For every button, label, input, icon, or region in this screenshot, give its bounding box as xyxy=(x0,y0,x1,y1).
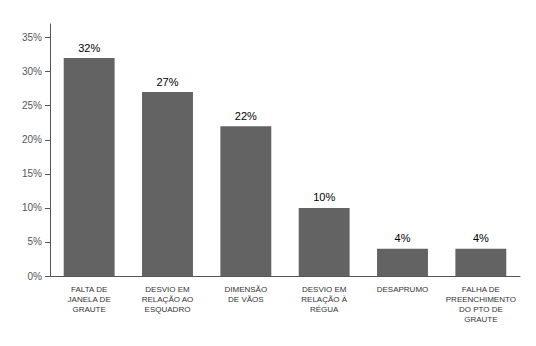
svg-text:27%: 27% xyxy=(156,76,178,88)
svg-text:32%: 32% xyxy=(78,42,100,54)
svg-text:DIMENSÃO: DIMENSÃO xyxy=(224,285,267,294)
svg-text:ESQUADRO: ESQUADRO xyxy=(145,305,191,314)
svg-text:DESVIO EM: DESVIO EM xyxy=(302,285,347,294)
svg-text:DE VÃOS: DE VÃOS xyxy=(228,295,264,304)
svg-text:35%: 35% xyxy=(22,32,42,43)
svg-text:30%: 30% xyxy=(22,66,42,77)
svg-text:4%: 4% xyxy=(395,232,411,244)
svg-text:DESVIO EM: DESVIO EM xyxy=(145,285,190,294)
svg-text:20%: 20% xyxy=(22,134,42,145)
svg-text:FALTA DE: FALTA DE xyxy=(71,285,107,294)
svg-text:RELAÇÃO À: RELAÇÃO À xyxy=(301,295,347,304)
svg-text:10%: 10% xyxy=(22,202,42,213)
svg-text:4%: 4% xyxy=(473,232,489,244)
svg-text:GRAUTE: GRAUTE xyxy=(72,305,105,314)
svg-text:DESAPRUMO: DESAPRUMO xyxy=(377,285,429,294)
svg-text:GRAUTE: GRAUTE xyxy=(464,315,497,324)
svg-text:DO PTO DE: DO PTO DE xyxy=(459,305,503,314)
svg-text:RÉGUA: RÉGUA xyxy=(310,305,339,314)
svg-text:RELAÇÃO AO: RELAÇÃO AO xyxy=(142,295,194,304)
svg-text:5%: 5% xyxy=(28,236,43,247)
svg-text:JANELA DE: JANELA DE xyxy=(68,295,111,304)
svg-text:0%: 0% xyxy=(28,271,43,282)
svg-text:FALHA DE: FALHA DE xyxy=(462,285,500,294)
svg-text:PREENCHIMENTO: PREENCHIMENTO xyxy=(446,295,516,304)
svg-text:22%: 22% xyxy=(235,110,257,122)
svg-text:25%: 25% xyxy=(22,100,42,111)
svg-text:15%: 15% xyxy=(22,168,42,179)
svg-text:10%: 10% xyxy=(313,191,335,203)
